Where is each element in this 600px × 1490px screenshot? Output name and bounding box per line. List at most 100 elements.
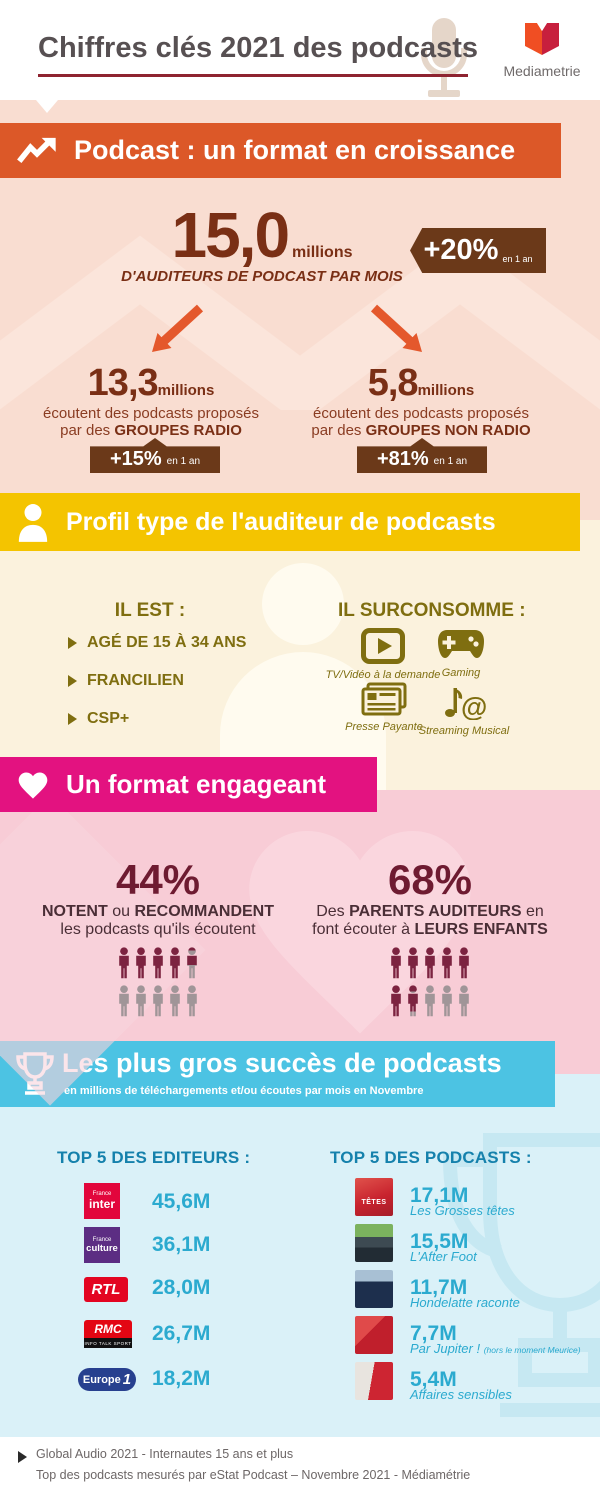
podcast-cover (355, 1362, 393, 1400)
editor-value: 26,7M (152, 1322, 211, 1345)
podcast-value: 7,7M (410, 1322, 457, 1345)
podcast-name: L'After Foot (410, 1249, 477, 1264)
surconsomme-item-video: TV/Vidéo à la demande (323, 628, 443, 681)
recommend-line2: les podcasts qu'ils écoutent (60, 921, 256, 938)
person-pictogram (391, 947, 401, 979)
engagement-banner-title: Un format engageant (66, 769, 327, 799)
heart-icon (18, 771, 48, 799)
europe1-logo: Europe 1 (78, 1368, 136, 1391)
brand-name: Mediametrie (503, 63, 581, 79)
trophy-watermark (442, 1133, 600, 1417)
monthly-listeners-unit: millions (292, 244, 353, 261)
surconsomme-item-streaming: @ Streaming Musical (402, 682, 526, 737)
person-pictogram (170, 947, 180, 979)
radio-groups-delta: +15% (109, 447, 162, 470)
triangle-bullet-icon (68, 675, 77, 687)
people-pictogram-grid (113, 946, 203, 1022)
il-est-item: AGÉ DE 15 À 34 ANS (87, 634, 247, 651)
recommend-line1: NOTENT ou RECOMMANDENT (41, 903, 274, 920)
person-pictogram (153, 985, 163, 1017)
radio-groups-unit: millions (157, 382, 215, 399)
person-pictogram (408, 985, 418, 1017)
profile-banner-title: Profil type de l'auditeur de podcasts (66, 507, 496, 536)
nonradio-groups-unit: millions (417, 382, 475, 399)
podcast-cover (355, 1270, 393, 1308)
radio-groups-delta-suffix: en 1 an (166, 455, 201, 467)
person-pictogram (170, 985, 180, 1017)
rtl-logo: RTL (84, 1277, 128, 1302)
heart-watermark (249, 830, 471, 1034)
growth-delta-value: +20% (423, 234, 499, 266)
person-icon (18, 504, 48, 542)
arrow-down-right-icon (370, 304, 422, 352)
header-notch (36, 100, 58, 113)
podcast-cover (355, 1224, 393, 1262)
person-pictogram (442, 947, 452, 979)
monthly-listeners-stat: 15,0 millions (82, 198, 442, 272)
nonradio-groups-line2: par des GROUPES NON RADIO (311, 422, 531, 439)
il-est-item: CSP+ (87, 710, 130, 727)
person-pictogram (153, 947, 163, 979)
editor-value: 18,2M (152, 1367, 211, 1390)
person-pictogram (459, 985, 469, 1017)
radio-groups-stat: 13,3millions écoutent des podcasts propo… (30, 362, 272, 439)
brand-logo: Mediametrie (492, 22, 592, 79)
recommend-percent: 44% (115, 856, 201, 903)
person-pictogram (459, 947, 469, 979)
editor-value: 36,1M (152, 1233, 211, 1256)
person-pictogram (425, 947, 435, 979)
mediametrie-logo-icon (525, 23, 559, 55)
podcasts-heading: TOP 5 DES PODCASTS : (330, 1148, 532, 1167)
footer-source-line2: Top des podcasts mesurés par eStat Podca… (36, 1468, 471, 1482)
podcast-value: 5,4M (410, 1368, 457, 1391)
france-inter-logo: France inter (84, 1183, 120, 1219)
chevron-watermark (0, 235, 600, 410)
rmc-logo: RMC INFO TALK SPORT (84, 1320, 132, 1348)
surconsomme-item-label: Presse Payante (345, 721, 423, 733)
top-banner-subtitle: en millions de téléchargements et/ou éco… (64, 1085, 424, 1097)
person-pictogram (119, 985, 129, 1017)
podcast-name: Affaires sensibles (410, 1387, 512, 1402)
footer-source-line1: Global Audio 2021 - Internautes 15 ans e… (36, 1447, 294, 1461)
title-underline (38, 74, 468, 77)
podcast-name: Les Grosses têtes (410, 1203, 515, 1218)
svg-text:@: @ (461, 692, 486, 720)
arrow-down-left-icon (152, 304, 204, 352)
parents-line2: font écouter à LEURS ENFANTS (312, 921, 548, 938)
editor-value: 45,6M (152, 1190, 211, 1213)
growth-delta-badge: +20% en 1 an (410, 228, 546, 273)
person-pictogram (187, 947, 197, 979)
radio-groups-line2: par des GROUPES RADIO (60, 422, 242, 439)
list-item: FRANCILIEN (68, 672, 308, 690)
podcast-cover: TÊTES (355, 1178, 393, 1216)
person-pictogram (136, 985, 146, 1017)
person-pictogram (408, 947, 418, 979)
podcast-value: 17,1M (410, 1184, 469, 1207)
gamepad-icon (438, 630, 484, 658)
parents-percent: 68% (387, 856, 473, 903)
parents-line1: Des PARENTS AUDITEURS en (316, 903, 544, 920)
nonradio-groups-delta-suffix: en 1 an (433, 455, 468, 467)
person-pictogram (136, 947, 146, 979)
surconsomme-heading: IL SURCONSOMME : (338, 600, 526, 621)
surconsomme-item-label: Streaming Musical (418, 725, 510, 737)
engagement-banner: Un format engageant (0, 757, 377, 812)
person-pictogram (187, 985, 197, 1017)
podcast-value: 15,5M (410, 1230, 469, 1253)
podcast-value: 11,7M (410, 1276, 468, 1299)
list-item: AGÉ DE 15 À 34 ANS (68, 634, 308, 652)
surconsomme-item-presse: Presse Payante (324, 682, 444, 733)
person-pictogram (425, 985, 435, 1017)
radio-groups-value: 13,3 (87, 362, 159, 404)
page-title: Chiffres clés 2021 des podcasts (38, 32, 479, 64)
growth-banner: Podcast : un format en croissance (0, 123, 561, 178)
person-pictogram (442, 985, 452, 1017)
list-item: CSP+ (68, 710, 308, 728)
growth-delta-suffix: en 1 an (502, 253, 533, 264)
video-play-icon (361, 628, 405, 664)
music-at-icon: @ (445, 688, 486, 720)
france-culture-logo: France culture (84, 1227, 120, 1263)
trending-up-icon (17, 137, 56, 163)
triangle-bullet-icon (68, 713, 77, 725)
